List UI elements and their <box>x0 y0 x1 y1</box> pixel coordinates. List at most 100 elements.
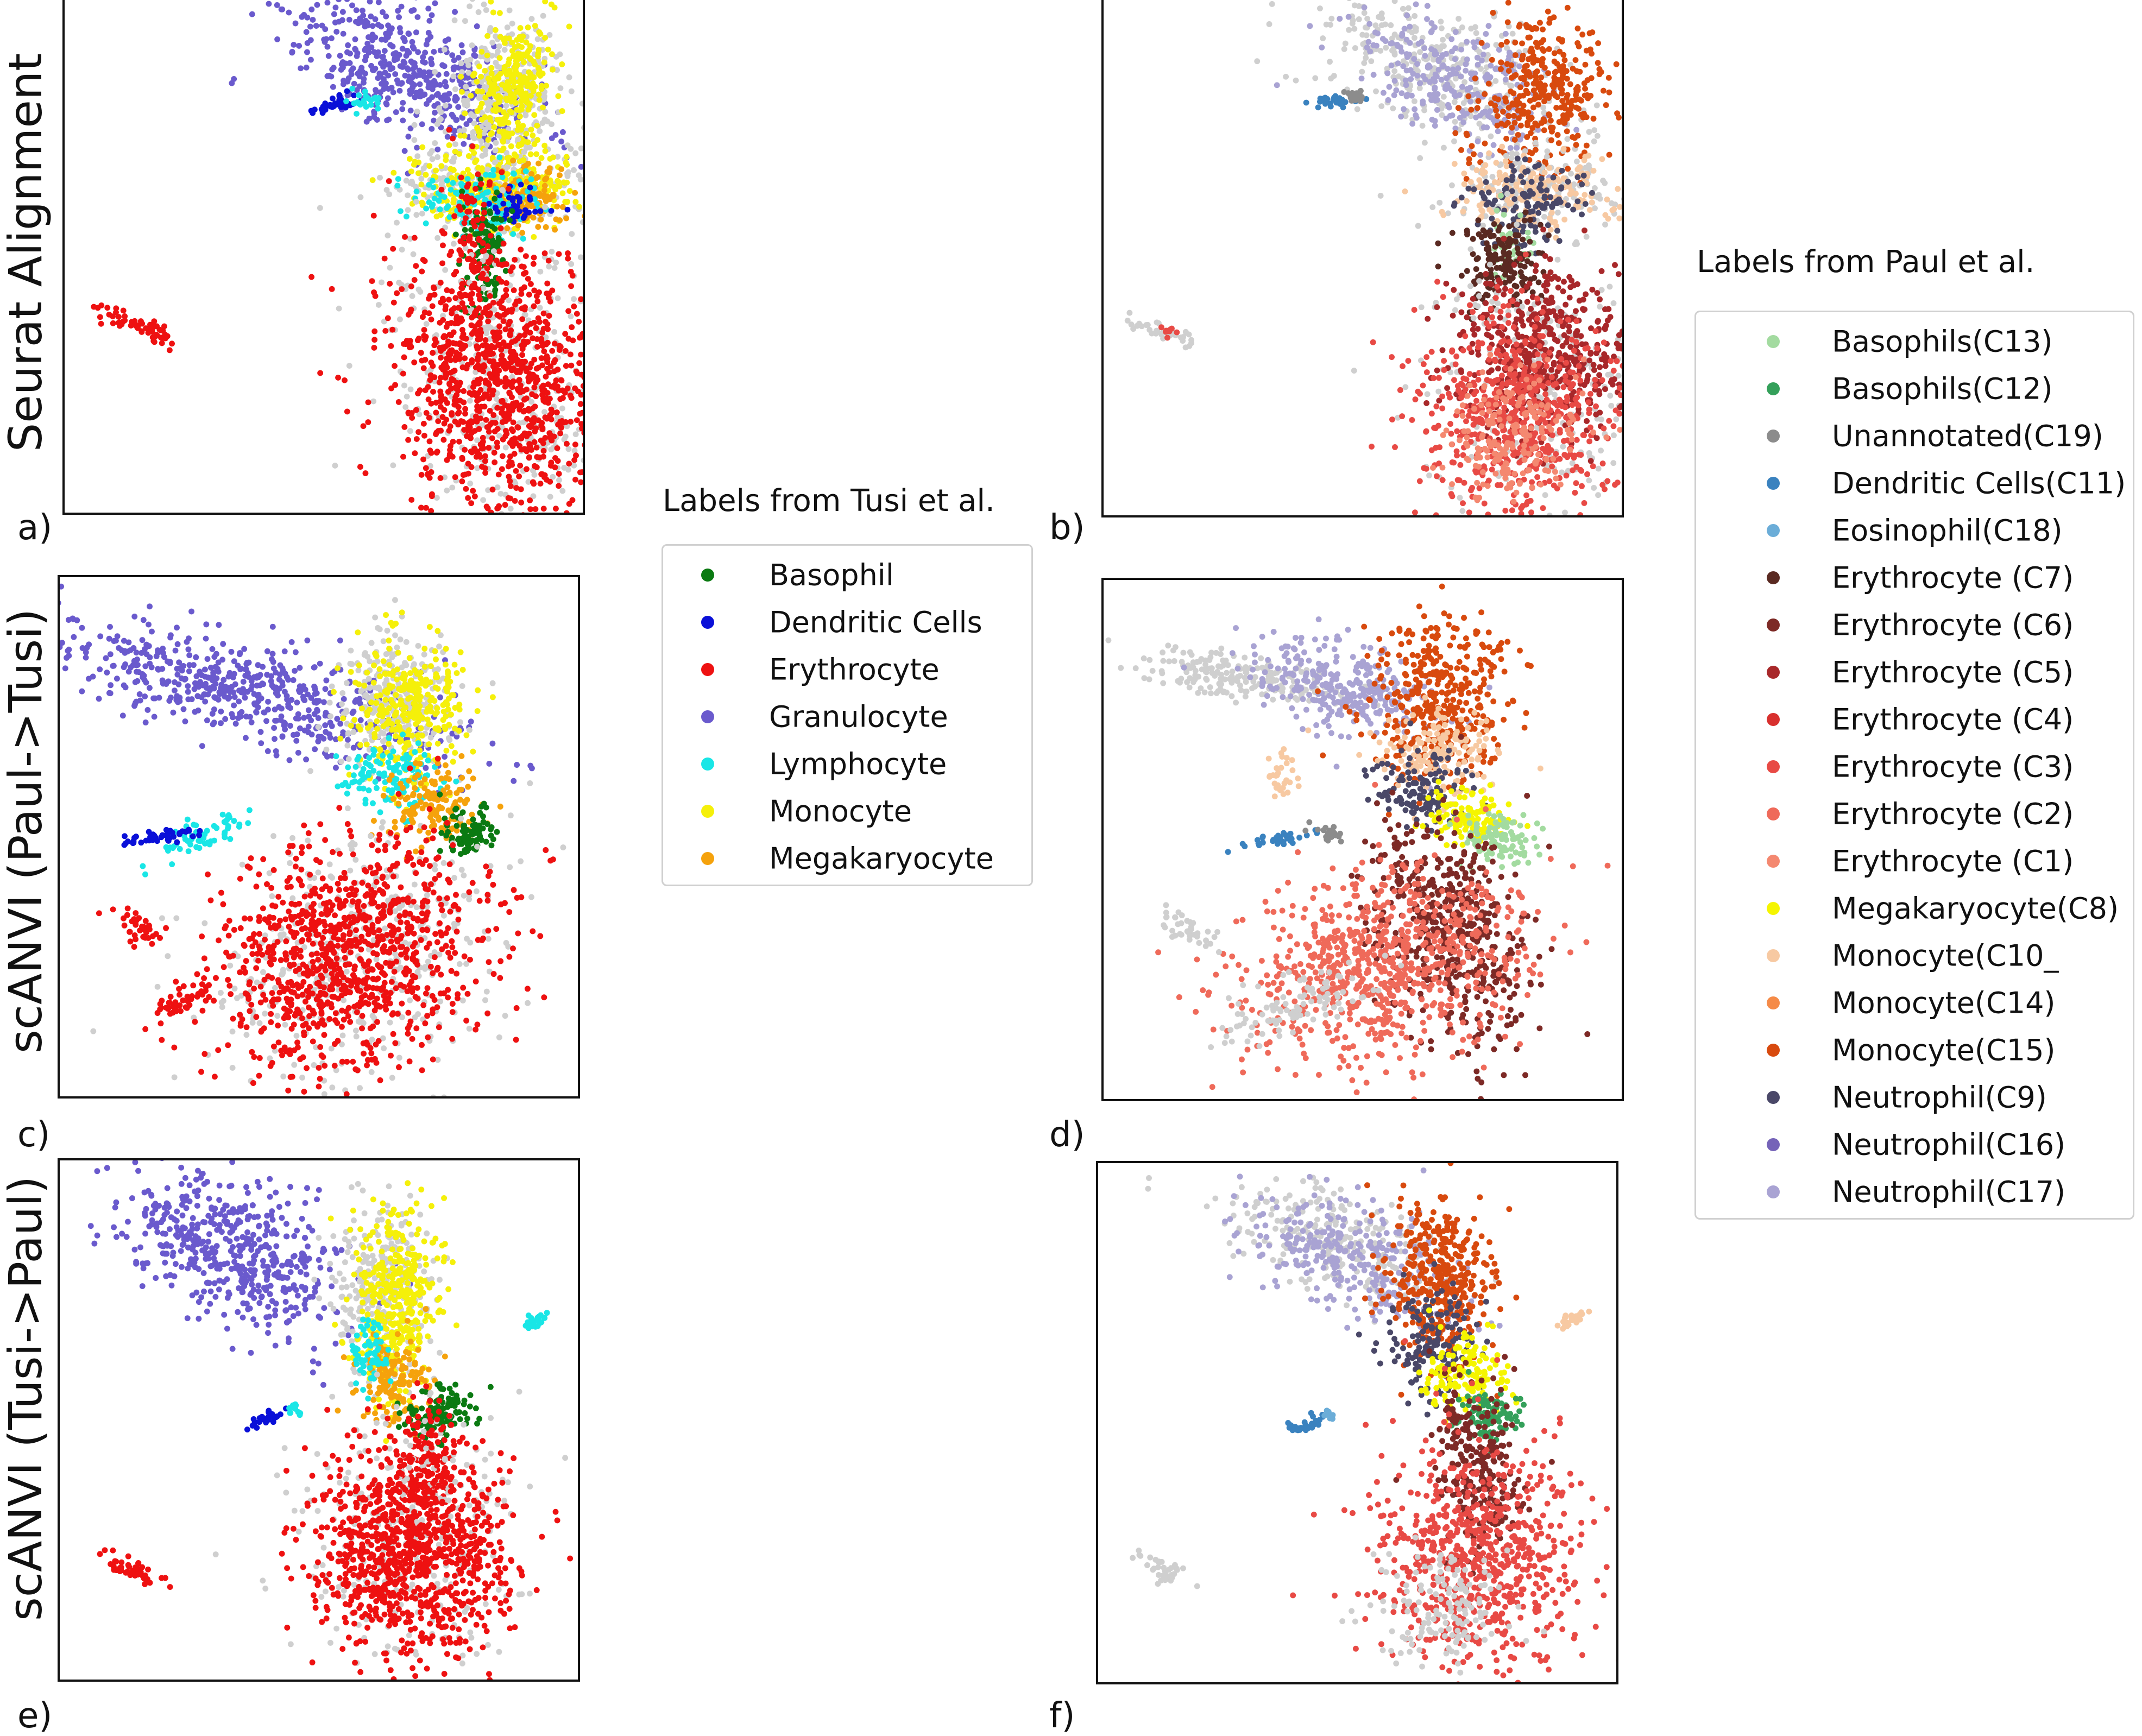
data-point <box>562 331 568 337</box>
data-point <box>446 142 452 148</box>
data-point <box>446 127 452 133</box>
data-point <box>1541 127 1547 133</box>
data-point <box>367 0 373 4</box>
data-point <box>529 392 535 397</box>
data-point <box>538 471 544 477</box>
data-point <box>569 89 575 94</box>
data-point <box>382 48 388 54</box>
data-point <box>1551 14 1557 20</box>
data-point <box>560 395 566 401</box>
data-point <box>1408 67 1414 73</box>
data-point <box>541 409 547 415</box>
data-point <box>1417 80 1423 86</box>
data-point <box>122 313 128 319</box>
data-point <box>437 320 443 326</box>
data-point <box>387 265 393 271</box>
data-point <box>415 160 421 166</box>
data-point <box>388 343 394 349</box>
data-point <box>493 148 499 154</box>
data-point <box>1584 234 1590 240</box>
data-point <box>421 433 427 439</box>
data-point <box>1381 90 1387 96</box>
data-point <box>545 47 551 53</box>
data-point <box>375 22 381 28</box>
data-point <box>1498 59 1504 65</box>
data-point <box>557 431 563 437</box>
data-point <box>346 363 352 369</box>
data-point <box>1404 37 1410 43</box>
data-point <box>1512 120 1518 126</box>
data-point <box>423 387 429 393</box>
data-point <box>1409 29 1415 35</box>
data-point <box>343 98 349 104</box>
data-point <box>462 111 468 117</box>
data-point <box>541 448 547 454</box>
data-point <box>534 293 540 299</box>
data-point <box>533 151 539 157</box>
data-point <box>266 1 272 7</box>
data-point <box>481 2 487 8</box>
data-point <box>308 7 314 12</box>
data-point <box>506 321 512 327</box>
data-point <box>1554 61 1560 67</box>
data-point <box>502 47 508 53</box>
data-point <box>531 320 537 326</box>
data-point <box>1479 209 1485 214</box>
data-point <box>552 265 558 271</box>
data-point <box>471 198 477 204</box>
data-point <box>474 419 480 425</box>
data-point <box>451 272 457 277</box>
data-point <box>452 17 458 23</box>
data-point <box>535 54 541 60</box>
data-point <box>541 348 547 354</box>
data-point <box>342 377 348 383</box>
data-point <box>443 92 449 98</box>
data-point <box>398 208 404 214</box>
data-point <box>501 36 507 42</box>
data-point <box>400 371 406 377</box>
data-point <box>450 369 456 375</box>
data-point <box>529 16 535 22</box>
data-point <box>459 286 465 292</box>
data-point <box>540 440 546 446</box>
data-point <box>1432 52 1438 58</box>
data-point <box>384 62 390 68</box>
data-point <box>419 121 425 127</box>
data-point <box>423 172 429 178</box>
data-point <box>392 382 398 388</box>
data-point <box>1555 81 1561 87</box>
data-point <box>1533 26 1539 31</box>
data-point <box>505 171 511 177</box>
data-point <box>293 21 299 27</box>
data-point <box>1479 40 1485 46</box>
data-point <box>508 506 514 512</box>
data-point <box>469 450 475 456</box>
data-point <box>574 311 580 317</box>
data-point <box>299 14 305 20</box>
data-point <box>1598 69 1604 75</box>
data-point <box>498 225 504 231</box>
data-point <box>1473 115 1479 121</box>
data-point <box>1489 57 1495 63</box>
data-point <box>469 464 475 470</box>
data-point <box>473 310 479 315</box>
data-point <box>578 479 583 485</box>
data-point <box>553 260 559 266</box>
data-point <box>482 94 488 100</box>
data-point <box>1560 52 1566 58</box>
data-point <box>456 439 462 445</box>
data-point <box>522 307 528 313</box>
data-point <box>469 300 475 306</box>
data-point <box>478 138 484 144</box>
data-point <box>1406 5 1412 11</box>
data-point <box>574 369 579 375</box>
data-point <box>416 336 422 342</box>
data-point <box>580 219 583 225</box>
data-point <box>376 302 382 308</box>
data-point <box>536 91 542 97</box>
data-point <box>553 132 559 138</box>
data-point <box>452 295 458 301</box>
data-point <box>451 241 457 247</box>
data-point <box>1307 23 1313 29</box>
data-point <box>304 15 310 21</box>
